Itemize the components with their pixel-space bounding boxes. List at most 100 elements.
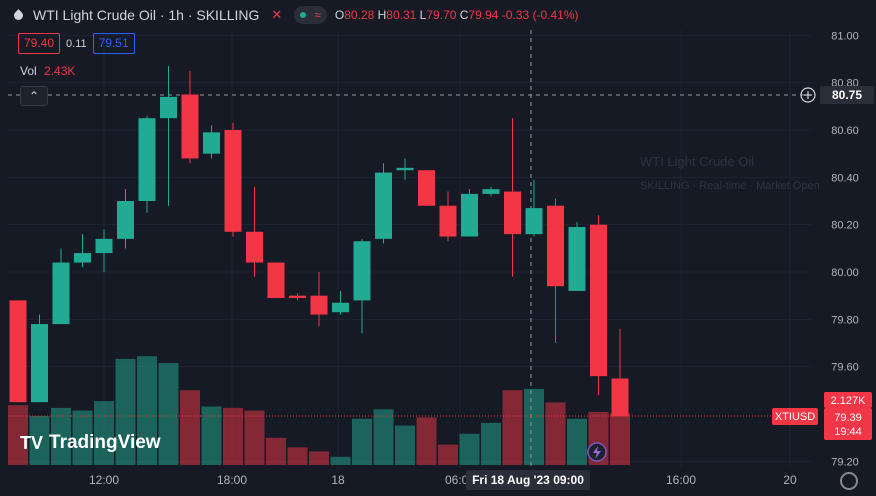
candle-body xyxy=(504,191,521,235)
countdown: 19:44 xyxy=(834,426,862,438)
volume-bar xyxy=(115,358,136,465)
candle-body xyxy=(568,227,586,291)
volume-value: 2.127K xyxy=(831,395,867,407)
candle-body xyxy=(117,201,134,239)
candle-body xyxy=(267,262,285,299)
price-tick-label: 80.40 xyxy=(831,172,859,184)
volume-bar xyxy=(524,388,544,465)
time-tick-label: 16:00 xyxy=(666,473,696,487)
candle-body xyxy=(525,208,543,235)
price-tick-label: 79.20 xyxy=(831,456,859,468)
price-tick-label: 80.20 xyxy=(831,220,859,232)
settings-icon[interactable] xyxy=(840,472,858,490)
tradingview-logo[interactable]: TV TradingView xyxy=(20,432,161,454)
volume-bar xyxy=(158,363,179,465)
watermark-title: WTI Light Crude Oil xyxy=(640,154,755,169)
price-tick-label: 79.80 xyxy=(831,314,859,326)
spread-value: 0.11 xyxy=(66,37,87,50)
candle-body xyxy=(396,167,414,171)
volume-legend: Vol 2.43K xyxy=(20,64,75,78)
volume-bar xyxy=(309,451,329,465)
time-tick-label: 12:00 xyxy=(89,473,119,487)
candle-body xyxy=(310,295,328,315)
candle-body xyxy=(461,193,478,237)
tv-logo-icon: TV xyxy=(20,432,44,453)
candle-body xyxy=(224,130,242,232)
candle-body xyxy=(547,205,564,287)
volume-bar xyxy=(459,433,480,465)
volume-bar xyxy=(72,410,93,465)
time-tick-label: 20 xyxy=(783,473,797,487)
wave-icon: ≈ xyxy=(314,8,321,22)
last-price-box xyxy=(824,408,872,440)
volume-bar xyxy=(244,410,265,465)
price-tick-label: 80.60 xyxy=(831,125,859,137)
candle-body xyxy=(482,189,500,194)
candles xyxy=(9,66,629,417)
candle-body xyxy=(138,118,156,201)
candle-body xyxy=(74,253,91,263)
volume-legend-value: 2.43K xyxy=(44,64,76,78)
candle-body xyxy=(353,241,371,301)
watermark-subtitle: SKILLING · Real-time · Market Open xyxy=(640,180,820,192)
candle-body xyxy=(9,300,27,403)
volume-bar xyxy=(395,425,415,465)
volume-value-tag xyxy=(824,392,872,408)
market-status-pill[interactable]: ≈ xyxy=(294,6,327,24)
candle-body xyxy=(289,295,306,299)
volume-bar xyxy=(223,407,243,465)
grid-lines xyxy=(8,30,812,468)
volume-bar xyxy=(373,409,394,465)
trade-buttons: 79.40 0.11 79.51 xyxy=(18,33,135,54)
crosshair-time-label xyxy=(466,470,590,490)
volume-bar xyxy=(137,356,157,465)
chart-watermark: WTI Light Crude Oil SKILLING · Real-time… xyxy=(640,150,820,198)
buy-button[interactable]: 79.51 xyxy=(92,33,135,54)
candle-body xyxy=(95,238,113,254)
market-open-icon xyxy=(300,12,307,18)
candle-body xyxy=(332,302,349,313)
symbol-label: XTIUSD xyxy=(775,411,815,423)
candle-body xyxy=(52,262,70,325)
time-tick-label: 18:00 xyxy=(217,473,247,487)
close-icon[interactable]: ✕ xyxy=(271,7,283,22)
price-tick-label: 81.00 xyxy=(831,30,859,42)
volume-bar xyxy=(8,405,28,465)
collapse-legend-button[interactable]: ⌃ xyxy=(20,86,48,106)
crosshair-price-label xyxy=(820,86,874,104)
candle-body xyxy=(203,132,220,154)
price-tick-label: 80.00 xyxy=(831,267,859,279)
price-tick-label: 79.60 xyxy=(831,362,859,374)
volume-bar xyxy=(352,418,372,465)
volume-bar xyxy=(51,407,71,465)
last-price: 79.39 xyxy=(834,412,862,424)
time-tick-label: 18 xyxy=(331,473,345,487)
volume-bar xyxy=(438,444,458,465)
candle-body xyxy=(31,324,48,403)
symbol-title[interactable]: WTI Light Crude Oil · 1h · SKILLING xyxy=(33,7,260,23)
crosshair-time: Fri 18 Aug '23 09:00 xyxy=(472,473,584,487)
candle-body xyxy=(375,172,392,239)
volume-bar xyxy=(481,422,501,465)
volume-bar xyxy=(610,413,630,465)
volume-bar xyxy=(330,456,351,465)
symbol-header: WTI Light Crude Oil · 1h · SKILLING ✕ ≈ … xyxy=(8,5,578,25)
add-alert-icon[interactable] xyxy=(800,87,816,103)
crosshair-price: 80.75 xyxy=(832,88,862,102)
volume-bar xyxy=(502,390,523,465)
brand-name: TradingView xyxy=(49,432,161,453)
volume-bar xyxy=(201,406,222,465)
volume-bar xyxy=(266,437,286,465)
chevron-up-icon: ⌃ xyxy=(28,89,40,103)
volume-label: Vol xyxy=(20,64,37,78)
candle-body xyxy=(181,94,199,159)
volume-bar xyxy=(545,402,566,465)
volume-bar xyxy=(567,418,587,465)
time-axis: 12:00 18:00 18 06:00 16:00 20 xyxy=(89,473,797,487)
candle-body xyxy=(611,378,629,417)
candle-body xyxy=(246,231,263,263)
candle-body xyxy=(160,96,177,119)
sell-button[interactable]: 79.40 xyxy=(18,33,61,54)
volume-bar xyxy=(180,390,200,465)
